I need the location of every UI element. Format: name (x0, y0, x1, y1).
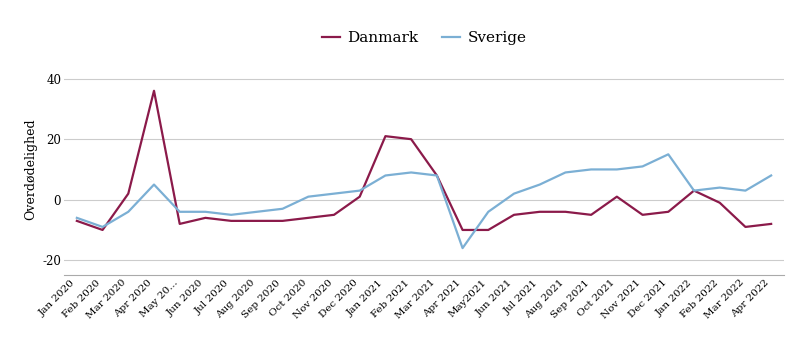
Legend: Danmark, Sverige: Danmark, Sverige (322, 31, 526, 45)
Y-axis label: Overdødelighed: Overdødelighed (24, 119, 37, 220)
